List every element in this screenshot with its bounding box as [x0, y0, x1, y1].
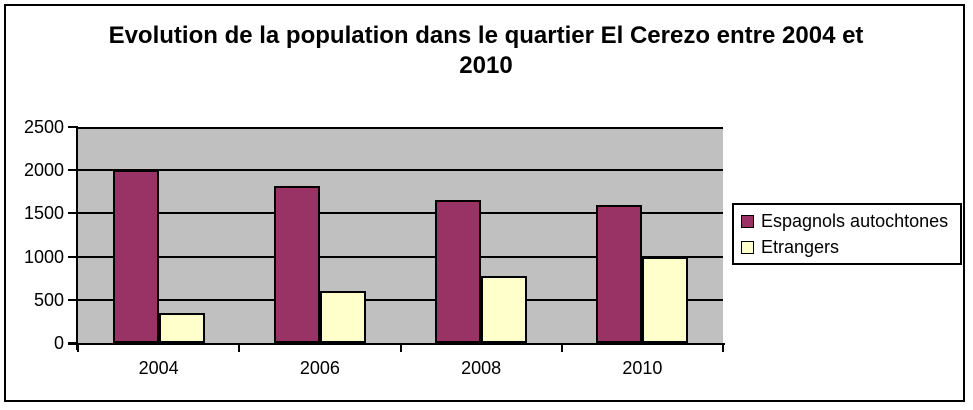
bar-espagnols-autochtones-2006 [273, 186, 320, 343]
x-category-label-2004: 2004 [138, 358, 179, 378]
x-category-label-2010: 2010 [622, 358, 663, 378]
bar-etrangers-2004 [158, 313, 205, 343]
gridline-1000 [78, 255, 723, 258]
y-tick-label-2000: 2000 [23, 160, 64, 181]
gridline-500 [78, 298, 723, 301]
legend-label-espagnols: Espagnols autochtones [761, 211, 949, 231]
chart-title-line-1: Evolution de la population dans le quart… [108, 22, 864, 49]
legend-swatch-espagnols [741, 214, 754, 228]
legend-swatch-etrangers [741, 240, 754, 254]
y-tick-1500 [68, 212, 78, 215]
gridline-2000 [78, 169, 723, 172]
y-tick-label-1000: 1000 [23, 246, 64, 267]
y-tick-label-500: 500 [33, 289, 64, 310]
bar-etrangers-2010 [642, 257, 689, 343]
y-tick-2500 [68, 126, 78, 128]
y-tick-label-2500: 2500 [23, 117, 64, 137]
chart-title-line-2: 2010 [459, 52, 513, 79]
gridline-2500 [78, 127, 723, 129]
bar-espagnols-autochtones-2004 [112, 170, 159, 343]
gridline-1500 [78, 212, 723, 215]
x-tick-0 [77, 345, 79, 352]
y-tick-500 [68, 298, 78, 301]
x-tick-2 [399, 345, 402, 352]
x-tick-1 [238, 345, 241, 352]
bar-etrangers-2008 [481, 276, 528, 343]
x-tick-4 [722, 345, 724, 352]
legend-label-etrangers: Etrangers [761, 237, 840, 257]
x-tick-3 [560, 345, 563, 352]
y-tick-2000 [68, 169, 78, 172]
bar-espagnols-autochtones-2010 [596, 205, 643, 343]
chart-outer-border [4, 4, 965, 402]
legend-item-etrangers: Etrangers [741, 237, 960, 257]
plot-area [78, 127, 723, 343]
y-tick-0 [68, 342, 78, 344]
y-tick-1000 [68, 255, 78, 258]
x-axis-line [68, 343, 725, 345]
x-category-label-2008: 2008 [461, 358, 502, 378]
x-category-label-2006: 2006 [299, 358, 340, 378]
bar-etrangers-2006 [319, 291, 366, 343]
bar-espagnols-autochtones-2008 [435, 200, 482, 343]
chart-title: Evolution de la population dans le quart… [106, 21, 866, 81]
y-tick-label-1500: 1500 [23, 203, 64, 224]
y-axis-line [76, 127, 78, 350]
y-tick-label-0: 0 [53, 333, 64, 353]
legend: Espagnols autochtones Etrangers [732, 203, 962, 265]
legend-item-espagnols: Espagnols autochtones [741, 211, 960, 231]
